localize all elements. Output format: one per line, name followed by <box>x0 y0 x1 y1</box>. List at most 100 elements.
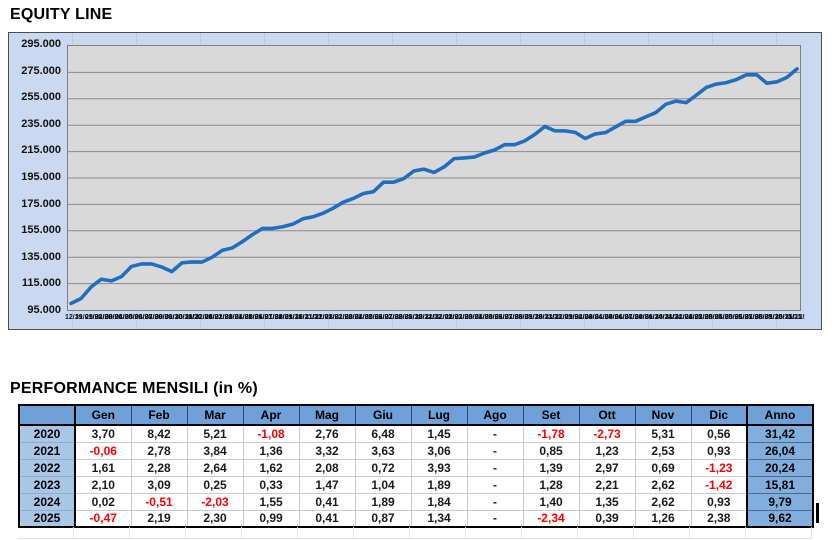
empty-cell <box>186 527 242 539</box>
year-cell: 2020 <box>18 424 76 443</box>
x-tick-label: 31/12/21 <box>305 314 333 321</box>
empty-cell <box>578 527 634 539</box>
month-value-cell: -2,34 <box>522 509 580 528</box>
x-tick-label: 28/02/21 <box>205 314 233 321</box>
x-tick-label: 31/07/22 <box>375 314 403 321</box>
empty-cell <box>690 527 746 539</box>
x-tick-label: 30/11/25 <box>775 314 802 321</box>
gridlines <box>68 71 800 285</box>
x-tick-label: 30/09/23 <box>515 314 543 321</box>
empty-cell <box>634 527 690 539</box>
month-value-cell: 0,39 <box>578 509 636 528</box>
month-value-cell: 5,21 <box>186 424 244 443</box>
month-value-cell: 3,84 <box>186 441 244 460</box>
y-tick-label: 295.000 <box>21 38 61 50</box>
empty-cell <box>298 527 354 539</box>
month-value-cell: 1,45 <box>410 424 468 443</box>
year-cell: 2024 <box>18 492 76 511</box>
month-value-cell: -1,23 <box>690 458 748 477</box>
month-value-cell: -2,73 <box>578 424 636 443</box>
corner-header-cell <box>18 404 76 426</box>
x-tick-label: 31/07/23 <box>495 314 523 321</box>
x-tick-label: 31/12/22 <box>425 314 453 321</box>
month-value-cell: -1,08 <box>242 424 300 443</box>
month-value-cell: 0,99 <box>242 509 300 528</box>
x-tick-label: 30/11/23 <box>535 314 562 321</box>
x-tick-label: 30/09/21 <box>275 314 303 321</box>
x-tick-label: 30/04/20 <box>105 314 133 321</box>
month-header-cell: Dic <box>690 404 748 426</box>
performance-table-title: PERFORMANCE MENSILI (in %) <box>10 380 258 397</box>
y-tick-label: 235.000 <box>21 117 61 130</box>
month-value-cell: 3,63 <box>354 441 412 460</box>
table-row: 2021 -0,06 2,78 3,84 1,36 3,32 3,63 3,06-0,85 1,… <box>18 441 814 460</box>
empty-cell <box>130 527 186 539</box>
month-value-cell: - <box>466 441 524 460</box>
month-value-cell: 2,62 <box>634 492 692 511</box>
x-tick-label: 30/06/24 <box>605 314 633 321</box>
x-tick-label: 30/04/23 <box>465 314 493 321</box>
x-tick-label: 31/01/25 <box>675 314 703 321</box>
month-value-cell: - <box>466 475 524 494</box>
month-value-cell: 2,64 <box>186 458 244 477</box>
x-tick-label: 31/10/21 <box>285 314 313 321</box>
month-value-cell: 3,32 <box>298 441 356 460</box>
year-cell: 2023 <box>18 475 76 494</box>
month-value-cell: 8,42 <box>130 424 188 443</box>
month-value-cell: 0,33 <box>242 475 300 494</box>
month-header-cell: Nov <box>634 404 692 426</box>
x-tick-label: 31/01/23 <box>435 314 463 321</box>
text-cursor-mark <box>816 503 819 523</box>
month-header-cell: Lug <box>410 404 468 426</box>
x-tick-label: 31/01/22 <box>315 314 343 321</box>
month-value-cell: - <box>466 509 524 528</box>
x-tick-label: 31/07/24 <box>615 314 643 321</box>
y-tick-label: 95.000 <box>27 304 61 316</box>
month-value-cell: 1,62 <box>242 458 300 477</box>
equity-line-chart: 295.000 275.000 255.000 235.000 215.000 195.0… <box>8 32 822 330</box>
table-row: 2022 1,61 2,28 2,64 1,62 2,08 0,72 3,93-1,39 2,9… <box>18 458 814 477</box>
month-value-cell: 1,26 <box>634 509 692 528</box>
equity-line-svg <box>68 67 800 306</box>
x-tick-label: 12/19 <box>65 314 83 321</box>
month-value-cell: 0,85 <box>522 441 580 460</box>
x-tick-label: 31/08/20 <box>145 314 173 321</box>
month-value-cell: 0,02 <box>74 492 132 511</box>
x-axis-labels: 12/1931/01/2029/02/2031/03/2030/04/2031/… <box>65 314 805 328</box>
x-tick-label: 28/02/23 <box>445 314 473 321</box>
x-tick-label: 31/03/20 <box>95 314 123 321</box>
anno-value-cell: 9,79 <box>746 492 814 511</box>
x-tick-label: 31/07/25 <box>735 314 763 321</box>
empty-cell <box>18 527 74 539</box>
month-value-cell: - <box>466 492 524 511</box>
equity-line-series <box>69 67 799 306</box>
x-tick-label: 31/12/25 <box>785 314 805 321</box>
month-value-cell: 2,19 <box>130 509 188 528</box>
month-value-cell: 1,89 <box>354 492 412 511</box>
x-tick-label: 31/12/24 <box>665 314 693 321</box>
month-header-cell: Set <box>522 404 580 426</box>
equity-chart-title: EQUITY LINE <box>10 6 113 23</box>
month-header-cell: Ott <box>578 404 636 426</box>
x-tick-label: 30/04/22 <box>345 314 373 321</box>
anno-value-cell: 31,42 <box>746 424 814 443</box>
month-value-cell: 2,08 <box>298 458 356 477</box>
y-tick-label: 195.000 <box>21 171 61 183</box>
month-value-cell: - <box>466 424 524 443</box>
table-header: Gen Feb Mar Apr Mag Giu Lug Ago Set Ott Nov Dic Anno <box>18 404 814 426</box>
month-value-cell: 2,28 <box>130 458 188 477</box>
month-value-cell: 0,87 <box>354 509 412 528</box>
y-tick-label: 215.000 <box>21 144 61 157</box>
x-tick-label: 31/03/25 <box>695 314 723 321</box>
month-value-cell: 2,38 <box>690 509 748 528</box>
month-value-cell: 2,30 <box>186 509 244 528</box>
month-header-cell: Anno <box>746 404 814 426</box>
month-value-cell: 2,97 <box>578 458 636 477</box>
empty-cell <box>466 527 522 539</box>
x-tick-label: 31/12/20 <box>185 314 213 321</box>
x-tick-label: 31/05/20 <box>115 314 143 321</box>
table-row: 2024 0,02 -0,51 -2,03 1,55 0,41 1,89 1,84-1,40 1… <box>18 492 814 511</box>
month-header-cell: Mar <box>186 404 244 426</box>
month-value-cell: 1,55 <box>242 492 300 511</box>
month-value-cell: 1,34 <box>410 509 468 528</box>
